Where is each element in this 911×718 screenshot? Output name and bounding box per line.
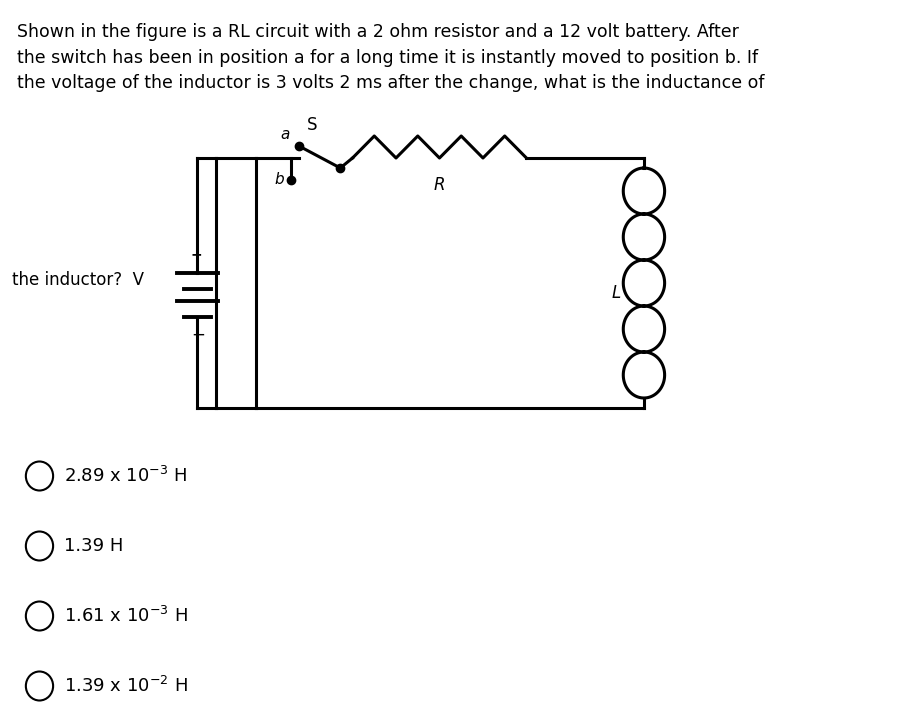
Text: Shown in the figure is a RL circuit with a 2 ohm resistor and a 12 volt battery.: Shown in the figure is a RL circuit with… bbox=[17, 23, 763, 93]
Text: −: − bbox=[191, 326, 205, 344]
Text: 1.39 x 10$^{-2}$ H: 1.39 x 10$^{-2}$ H bbox=[64, 676, 188, 696]
Text: 1.61 x 10$^{-3}$ H: 1.61 x 10$^{-3}$ H bbox=[64, 606, 188, 626]
Text: R: R bbox=[434, 176, 445, 194]
Text: the inductor?  V: the inductor? V bbox=[12, 271, 144, 289]
Text: +: + bbox=[190, 248, 202, 262]
Text: b: b bbox=[274, 172, 283, 187]
Text: L: L bbox=[610, 284, 619, 302]
Text: 1.39 H: 1.39 H bbox=[64, 537, 123, 555]
Text: 2.89 x 10$^{-3}$ H: 2.89 x 10$^{-3}$ H bbox=[64, 466, 187, 486]
Text: a: a bbox=[280, 127, 289, 142]
Text: S: S bbox=[306, 116, 317, 134]
